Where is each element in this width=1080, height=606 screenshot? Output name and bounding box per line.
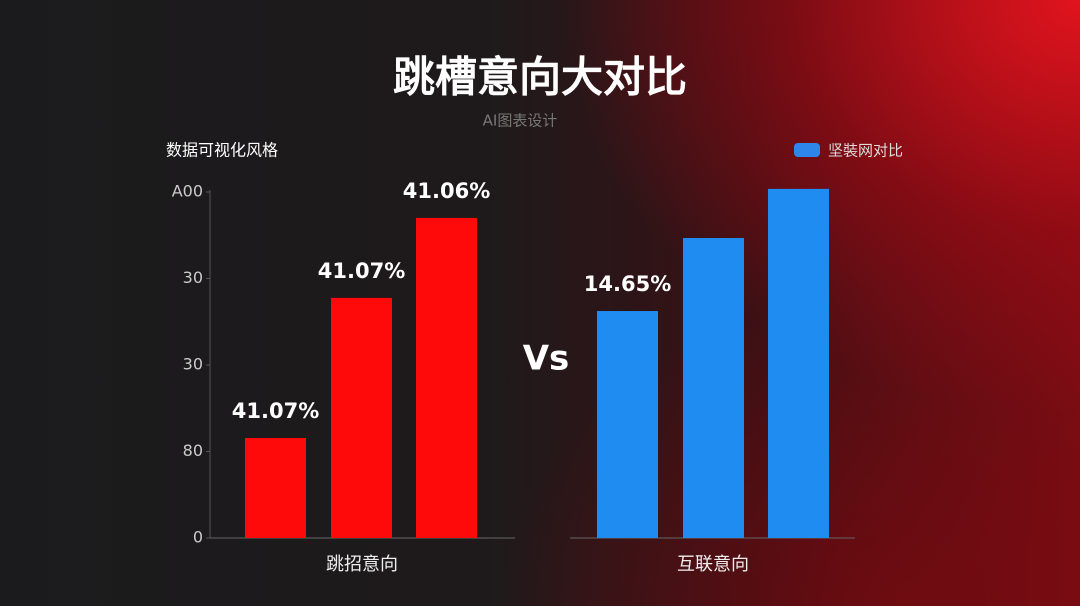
chart-subtitle: AI图表设计 (483, 112, 558, 130)
bar (683, 238, 744, 538)
bar (597, 311, 658, 538)
legend-label: 坚裝网对比 (828, 142, 903, 160)
bar (331, 297, 392, 538)
bar (768, 188, 829, 539)
bar (245, 438, 306, 538)
annotation: 41.07% (232, 399, 319, 423)
chart-title: 跳槽意向大对比 (393, 53, 687, 102)
y-tick-label: 30 (183, 355, 203, 374)
annotation: 14.65% (584, 272, 671, 296)
y-tick-label: 30 (183, 268, 203, 287)
x-tick-label: 跳招意向 (326, 554, 398, 575)
annotation: 41.06% (403, 179, 490, 203)
y-tick-label: A00 (172, 182, 203, 201)
y-tick-label: 0 (193, 528, 203, 547)
y-axis-label: 数据可视化风格 (166, 141, 278, 160)
vs-label: Vs (523, 339, 570, 379)
annotation: 41.07% (318, 259, 405, 283)
y-tick-label: 80 (183, 441, 203, 460)
bar (416, 217, 477, 538)
x-tick-label: 互联意向 (677, 554, 749, 575)
legend-swatch (794, 143, 820, 157)
